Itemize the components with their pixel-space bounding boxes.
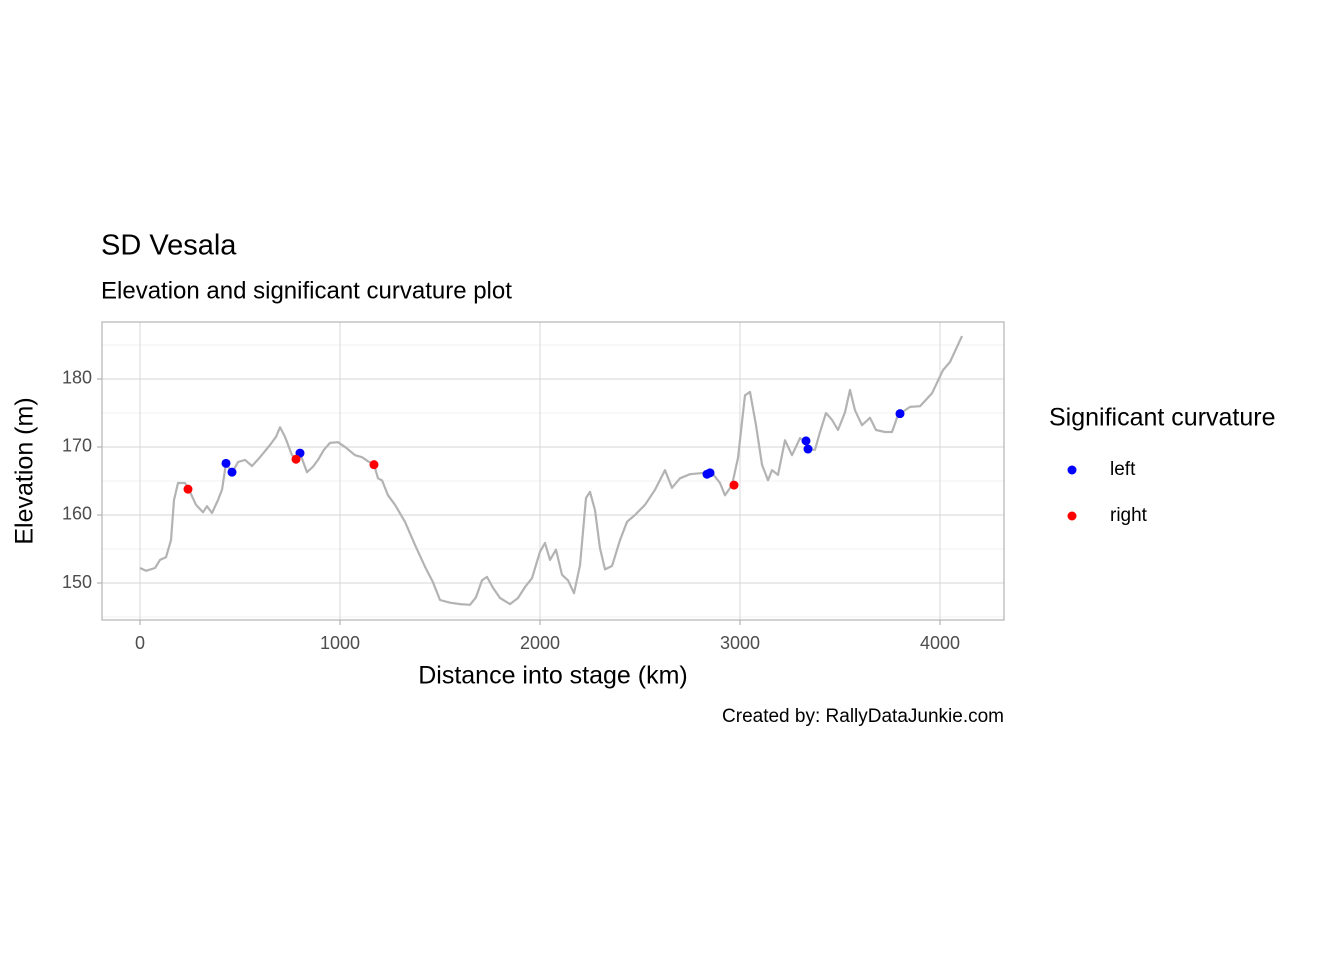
y-tick-label: 160 [62, 504, 92, 524]
panel-border [101, 321, 1005, 621]
legend-key [1067, 465, 1077, 475]
x-axis-label: Distance into stage (km) [418, 662, 688, 690]
curvature-point [729, 480, 739, 490]
x-tick-label: 1000 [320, 633, 360, 653]
x-tick-label: 2000 [520, 633, 560, 653]
y-tick-label: 180 [62, 368, 92, 388]
legend-label: right [1110, 505, 1148, 526]
curvature-point [183, 484, 193, 494]
x-tick-label: 4000 [920, 633, 960, 653]
curvature-point [227, 467, 237, 477]
curvature-point [801, 436, 811, 446]
y-axis-label: Elevation (m) [11, 397, 39, 544]
legend-key [1067, 511, 1077, 521]
curvature-point [705, 468, 715, 478]
curvature-point [895, 409, 905, 419]
x-tick-label: 0 [135, 633, 145, 653]
caption: Created by: RallyDataJunkie.com [722, 706, 1004, 727]
y-tick-label: 170 [62, 436, 92, 456]
legend-title: Significant curvature [1049, 404, 1276, 432]
x-tick-label: 3000 [720, 633, 760, 653]
curvature-point [291, 454, 301, 464]
chart-title: SD Vesala [101, 230, 237, 262]
curvature-point [221, 458, 231, 468]
y-tick-label: 150 [62, 572, 92, 592]
chart-subtitle: Elevation and significant curvature plot [101, 277, 512, 304]
curvature-point [803, 444, 813, 454]
legend-label: left [1110, 459, 1136, 480]
curvature-point [369, 460, 379, 470]
